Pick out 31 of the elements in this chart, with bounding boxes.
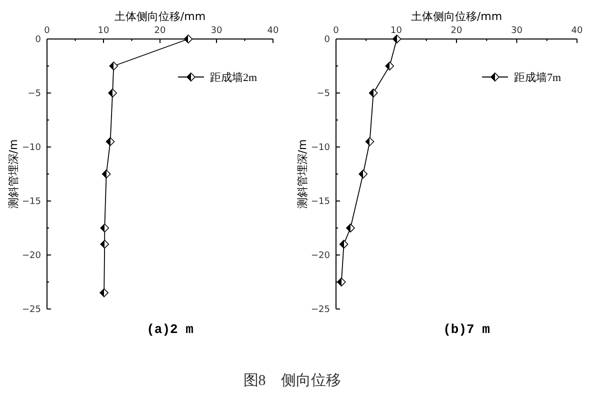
y-tick-label: −25 bbox=[311, 305, 330, 315]
x-axis-title: 土体侧向位移/mm bbox=[410, 10, 502, 23]
x-tick-label: 30 bbox=[210, 26, 222, 36]
text: (a)2 m bbox=[146, 322, 194, 337]
text: (b)7 m bbox=[443, 322, 490, 337]
x-tick-label: 20 bbox=[450, 26, 462, 36]
y-tick-label: 0 bbox=[35, 35, 42, 45]
y-tick-label: −15 bbox=[311, 197, 330, 207]
legend-label: 距成墙2m bbox=[210, 71, 258, 84]
y-tick-label: −5 bbox=[28, 89, 41, 99]
y-tick-label: −10 bbox=[311, 143, 330, 153]
y-tick-label: 0 bbox=[324, 35, 330, 45]
y-axis-title: 测斜管埋深/m bbox=[7, 139, 20, 209]
x-axis-title: 土体侧向位移/mm bbox=[114, 10, 206, 23]
x-tick-label: 0 bbox=[333, 26, 340, 36]
caption: 图8 侧向位移 bbox=[243, 372, 341, 389]
y-tick-label: −15 bbox=[22, 197, 41, 207]
y-tick-label: −5 bbox=[316, 89, 330, 99]
y-tick-label: −25 bbox=[22, 305, 41, 315]
x-tick-label: 0 bbox=[44, 26, 50, 36]
y-tick-label: −20 bbox=[22, 251, 42, 261]
y-tick-label: −10 bbox=[22, 143, 42, 153]
x-tick-label: 20 bbox=[154, 26, 166, 36]
x-tick-label: 40 bbox=[571, 26, 583, 36]
y-axis-title: 测斜管埋深/m bbox=[296, 139, 309, 209]
x-tick-label: 10 bbox=[390, 26, 402, 36]
x-tick-label: 40 bbox=[267, 26, 279, 36]
y-tick-label: −20 bbox=[311, 251, 330, 261]
legend-label: 距成墙7m bbox=[514, 71, 562, 84]
x-tick-label: 30 bbox=[511, 26, 523, 36]
x-tick-label: 10 bbox=[98, 26, 110, 36]
